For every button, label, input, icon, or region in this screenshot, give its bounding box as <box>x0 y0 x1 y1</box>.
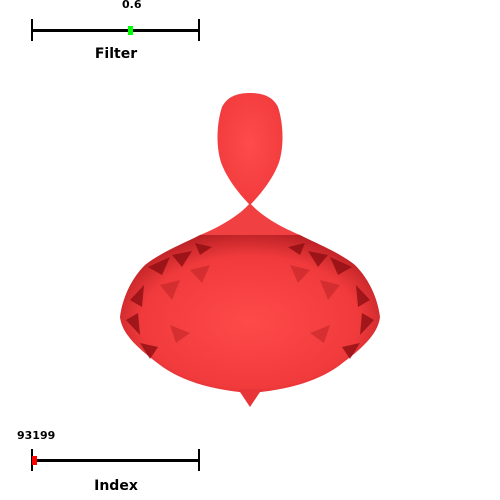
surface-shadow-facets <box>126 243 374 359</box>
filter-slider[interactable]: 0.6 Filter <box>30 0 202 70</box>
index-slider[interactable]: 93199 Index <box>17 425 202 500</box>
surface-render[interactable] <box>100 85 400 415</box>
index-label: Index <box>94 478 138 494</box>
index-slider-right-cap <box>198 449 200 471</box>
filter-slider-right-cap <box>198 19 200 41</box>
surface-main-body <box>120 235 380 393</box>
surface-mid-facets <box>160 265 340 343</box>
filter-slider-handle[interactable] <box>128 26 133 35</box>
filter-value: 0.6 <box>122 0 142 11</box>
index-slider-track[interactable] <box>32 459 200 462</box>
filter-slider-left-cap <box>31 19 33 41</box>
filter-slider-track[interactable] <box>32 29 200 32</box>
index-value: 93199 <box>17 429 56 442</box>
surface-upper-bulb <box>217 93 283 205</box>
surface-bottom-tip <box>238 389 262 407</box>
filter-label: Filter <box>94 46 138 62</box>
surface-neck <box>200 203 300 235</box>
index-slider-handle[interactable] <box>32 456 37 465</box>
